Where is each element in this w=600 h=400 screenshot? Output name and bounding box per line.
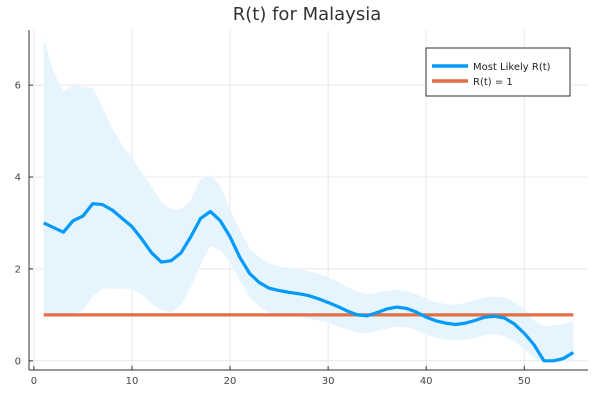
y-tick-label-2: 4 <box>15 173 21 184</box>
series-line-most-likely <box>43 202 575 363</box>
axes: 0 10 20 30 40 50 0 2 4 6 <box>15 30 588 387</box>
x-tick-label-2: 20 <box>224 376 237 387</box>
legend-label-most-likely: Most Likely R(t) <box>473 62 551 73</box>
y-tick-label-1: 2 <box>15 264 21 275</box>
x-tick-label-4: 40 <box>420 376 433 387</box>
legend-label-r-equals-one: R(t) = 1 <box>473 77 513 88</box>
legend: Most Likely R(t) R(t) = 1 <box>425 47 571 97</box>
legend-box <box>425 47 571 97</box>
y-tick-label-3: 6 <box>15 81 21 92</box>
x-tick-label-1: 10 <box>126 376 139 387</box>
y-tick-label-0: 0 <box>15 356 21 367</box>
series-line-layer <box>43 202 575 363</box>
x-tick-label-3: 30 <box>322 376 335 387</box>
x-tick-label-0: 0 <box>31 376 37 387</box>
confidence-band <box>43 39 574 361</box>
x-tick-label-5: 50 <box>518 376 531 387</box>
confidence-band-layer <box>43 39 574 361</box>
chart-title: R(t) for Malaysia <box>233 4 381 25</box>
